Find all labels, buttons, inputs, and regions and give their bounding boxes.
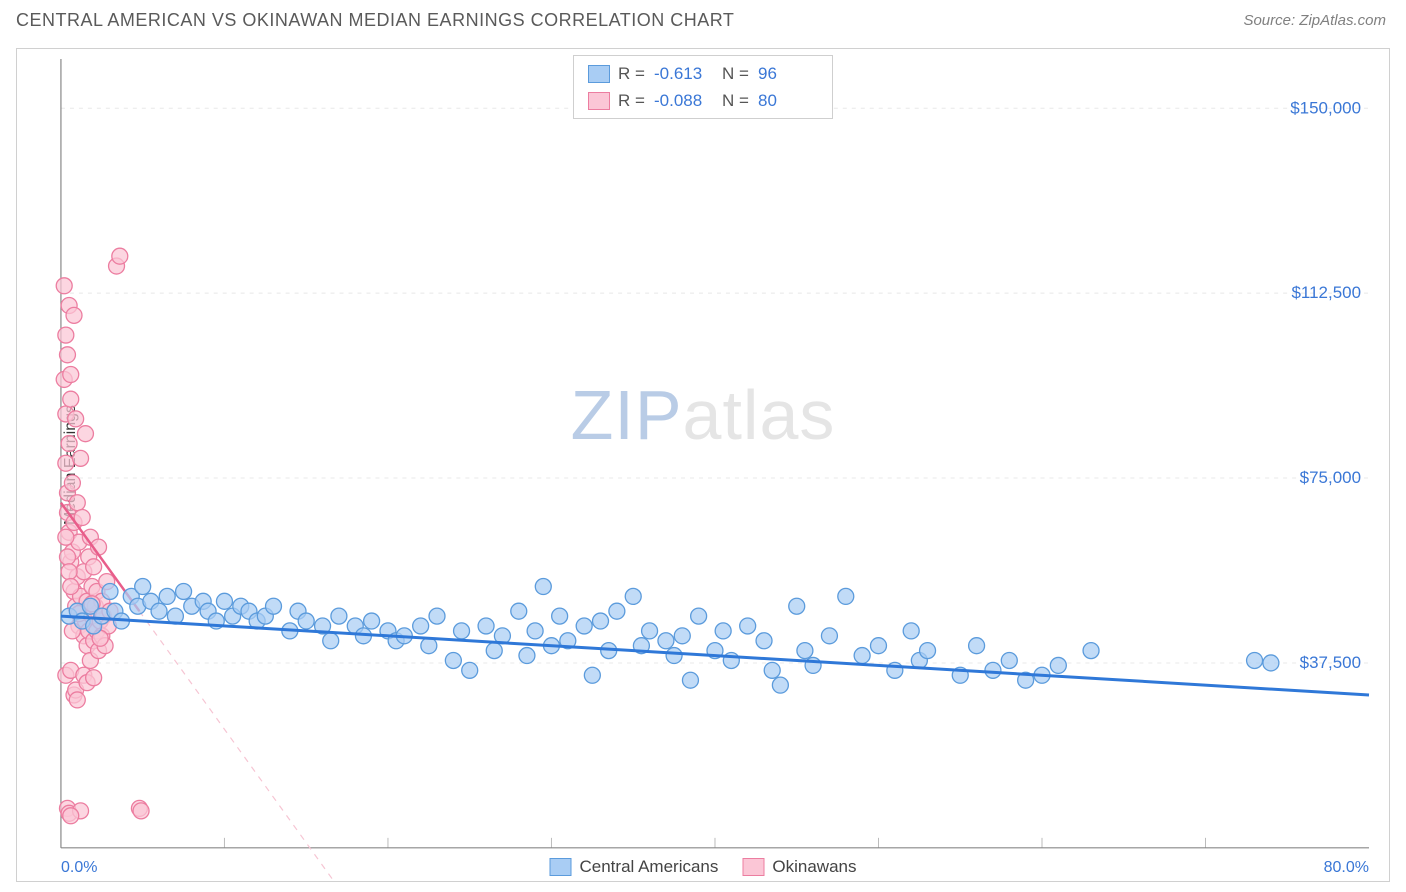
r-value: -0.088 <box>654 87 714 114</box>
legend-series-label: Central Americans <box>580 857 719 877</box>
svg-text:$150,000: $150,000 <box>1290 98 1361 117</box>
r-label: R = <box>618 87 646 114</box>
legend-swatch <box>742 858 764 876</box>
legend-stat-row: R = -0.088 N = 80 <box>588 87 818 114</box>
legend-swatch <box>550 858 572 876</box>
n-value: 96 <box>758 60 818 87</box>
correlation-legend: R = -0.613 N = 96 R = -0.088 N = 80 <box>573 55 833 119</box>
r-value: -0.613 <box>654 60 714 87</box>
legend-stat-row: R = -0.613 N = 96 <box>588 60 818 87</box>
chart-header: CENTRAL AMERICAN VS OKINAWAN MEDIAN EARN… <box>0 0 1406 37</box>
n-value: 80 <box>758 87 818 114</box>
svg-text:$37,500: $37,500 <box>1300 653 1361 672</box>
chart-title: CENTRAL AMERICAN VS OKINAWAN MEDIAN EARN… <box>16 10 734 31</box>
legend-swatch <box>588 65 610 83</box>
r-label: R = <box>618 60 646 87</box>
legend-series-label: Okinawans <box>772 857 856 877</box>
scatter-plot: $37,500 $75,000 $112,500 $150,000 <box>17 49 1389 882</box>
chart-container: Median Earnings $37,500$75,000$112,500$1… <box>16 48 1390 882</box>
legend-series-item: Central Americans <box>550 857 719 877</box>
n-label: N = <box>722 87 750 114</box>
svg-text:$112,500: $112,500 <box>1292 283 1362 302</box>
svg-text:$75,000: $75,000 <box>1300 468 1361 487</box>
legend-series-item: Okinawans <box>742 857 856 877</box>
legend-swatch <box>588 92 610 110</box>
series-legend: Central Americans Okinawans <box>550 857 857 877</box>
chart-source: Source: ZipAtlas.com <box>1243 12 1386 29</box>
n-label: N = <box>722 60 750 87</box>
